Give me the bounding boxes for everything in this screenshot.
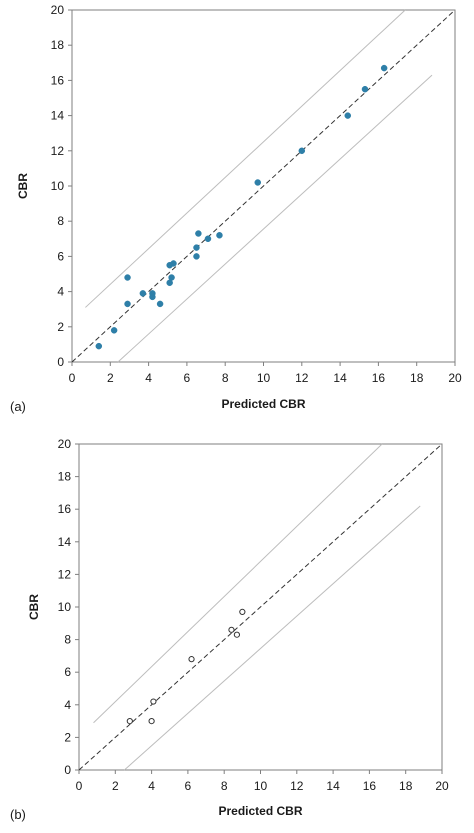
data-point xyxy=(156,300,164,308)
y-tick-label: 0 xyxy=(57,355,64,369)
data-point xyxy=(149,290,156,297)
data-point xyxy=(193,253,200,260)
data-point xyxy=(233,631,241,638)
x-tick-label: 18 xyxy=(410,371,424,385)
x-tick-label: 12 xyxy=(295,371,309,385)
data-point xyxy=(298,147,306,155)
x-tick-label: 4 xyxy=(148,779,155,793)
x-tick-label: 14 xyxy=(333,371,347,385)
one-to-one-line xyxy=(78,445,441,771)
x-tick-label: 10 xyxy=(257,371,271,385)
data-point xyxy=(168,274,175,281)
data-point xyxy=(380,64,388,72)
data-point xyxy=(170,260,177,267)
y-tick-label: 20 xyxy=(51,3,65,17)
y-tick-label: 8 xyxy=(57,214,64,228)
data-point xyxy=(216,232,223,239)
y-tick-label: 10 xyxy=(51,179,65,193)
x-tick-label: 4 xyxy=(145,371,152,385)
x-tick-label: 0 xyxy=(69,371,76,385)
y-tick-label: 12 xyxy=(51,144,65,158)
y-tick-label: 14 xyxy=(51,109,65,123)
data-point xyxy=(239,608,246,615)
data-point xyxy=(95,342,103,350)
data-point xyxy=(150,698,157,705)
y-tick-label: 2 xyxy=(57,320,64,334)
x-axis-label: Predicted CBR xyxy=(218,804,302,818)
panel-label: (b) xyxy=(10,807,26,822)
envelope-line xyxy=(85,9,406,308)
x-tick-label: 12 xyxy=(290,779,304,793)
y-tick-label: 8 xyxy=(64,633,71,647)
y-tick-label: 20 xyxy=(58,437,72,451)
x-tick-label: 8 xyxy=(222,371,229,385)
envelope-line xyxy=(93,443,383,724)
x-tick-label: 6 xyxy=(185,779,192,793)
y-axis-label: CBR xyxy=(27,594,41,620)
data-point xyxy=(344,112,352,119)
x-tick-label: 18 xyxy=(399,779,413,793)
data-point xyxy=(139,290,147,297)
data-point xyxy=(124,274,131,281)
x-tick-label: 14 xyxy=(326,779,340,793)
y-tick-label: 18 xyxy=(51,38,65,52)
y-tick-label: 2 xyxy=(64,730,71,744)
y-tick-label: 10 xyxy=(58,600,72,614)
x-tick-label: 16 xyxy=(363,779,377,793)
x-tick-label: 0 xyxy=(76,779,83,793)
one-to-one-line xyxy=(71,11,454,363)
x-axis-label: Predicted CBR xyxy=(221,397,305,411)
y-tick-label: 16 xyxy=(58,502,72,516)
y-axis-label: CBR xyxy=(16,173,30,199)
envelope-line xyxy=(124,505,421,771)
x-tick-label: 2 xyxy=(107,371,114,385)
data-point xyxy=(228,626,235,633)
data-point xyxy=(124,300,131,308)
y-tick-label: 0 xyxy=(64,763,71,777)
data-point xyxy=(204,235,212,243)
data-point xyxy=(254,179,262,186)
y-tick-label: 6 xyxy=(57,249,64,263)
data-point xyxy=(188,656,195,663)
y-tick-label: 14 xyxy=(58,535,72,549)
data-point xyxy=(195,230,202,237)
y-tick-label: 16 xyxy=(51,73,65,87)
data-point xyxy=(193,244,200,251)
x-tick-label: 8 xyxy=(221,779,228,793)
y-tick-label: 4 xyxy=(64,698,71,712)
y-tick-label: 18 xyxy=(58,470,72,484)
y-tick-label: 12 xyxy=(58,567,72,581)
x-tick-label: 20 xyxy=(435,779,449,793)
data-point xyxy=(110,327,118,334)
x-tick-label: 10 xyxy=(254,779,268,793)
data-point xyxy=(361,85,369,93)
x-tick-label: 6 xyxy=(184,371,191,385)
x-tick-label: 16 xyxy=(372,371,386,385)
data-point xyxy=(126,718,133,725)
data-point xyxy=(148,718,155,725)
chart-panel-b: 0 2 4 6 8 10 12 14 16 18 20 0 2 4 6 8 10 12 14 16 18 20 Predic… xyxy=(10,437,449,822)
envelope-line xyxy=(117,74,433,363)
x-tick-label: 20 xyxy=(448,371,462,385)
x-tick-label: 2 xyxy=(112,779,119,793)
panel-label: (a) xyxy=(10,399,26,414)
y-tick-label: 4 xyxy=(57,285,64,299)
chart-panel-a: 0 2 4 6 8 10 12 14 16 18 20 0 2 4 6 8 10 12 14 16 18 20 Predic… xyxy=(10,3,462,414)
y-tick-label: 6 xyxy=(64,665,71,679)
